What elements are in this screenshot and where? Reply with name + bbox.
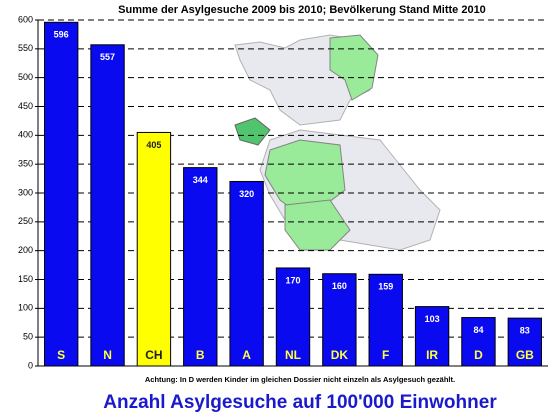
y-tick-label: 550 (18, 43, 33, 53)
value-label: 103 (425, 314, 440, 324)
x-tick-label: CH (145, 348, 162, 362)
x-tick-label: D (474, 348, 483, 362)
y-tick-label: 50 (23, 332, 33, 342)
x-tick-label: NL (285, 348, 301, 362)
bar (507, 317, 543, 367)
bar (183, 167, 218, 367)
y-tick-label: 250 (18, 216, 33, 226)
bar (229, 180, 264, 367)
value-label: 159 (378, 282, 393, 292)
y-tick-label: 100 (18, 303, 33, 313)
bar (90, 44, 125, 367)
chart-title: Summe der Asylgesuche 2009 bis 2010; Bev… (118, 4, 486, 16)
x-tick-label: GB (516, 348, 534, 362)
y-tick-label: 300 (18, 187, 33, 197)
bar (414, 306, 450, 367)
x-tick-label: S (57, 348, 65, 362)
x-tick-label: F (382, 348, 389, 362)
value-label: 83 (520, 326, 530, 336)
y-tick-label: 0 (28, 360, 33, 370)
bar (322, 273, 357, 367)
value-label: 170 (285, 275, 300, 285)
y-tick-label: 500 (18, 72, 33, 82)
map-background (234, 34, 441, 251)
x-tick-label: A (242, 348, 251, 362)
value-label: 160 (332, 281, 347, 291)
value-label: 405 (146, 140, 161, 150)
y-tick-label: 450 (18, 101, 33, 111)
bar (461, 317, 496, 367)
y-tick-label: 150 (18, 274, 33, 284)
x-tick-label: N (103, 348, 112, 362)
bar (43, 21, 79, 367)
value-label: 596 (54, 30, 69, 40)
value-label: 344 (193, 175, 208, 185)
x-tick-label: IR (426, 348, 438, 362)
value-label: 320 (239, 189, 254, 199)
note: Achtung: In D werden Kinder im gleichen … (145, 375, 455, 384)
bar (275, 267, 311, 367)
x-tick-label: DK (331, 348, 349, 362)
value-label: 557 (100, 52, 115, 62)
y-tick-label: 350 (18, 159, 33, 169)
y-tick-label: 400 (18, 130, 33, 140)
bar (136, 131, 172, 367)
y-tick-label: 200 (18, 245, 33, 255)
bar (368, 273, 403, 367)
x-axis-label: Anzahl Asylgesuche auf 100'000 Einwohner (103, 392, 497, 413)
value-label: 84 (473, 325, 483, 335)
x-tick-label: B (196, 348, 205, 362)
y-tick-label: 600 (18, 14, 33, 24)
